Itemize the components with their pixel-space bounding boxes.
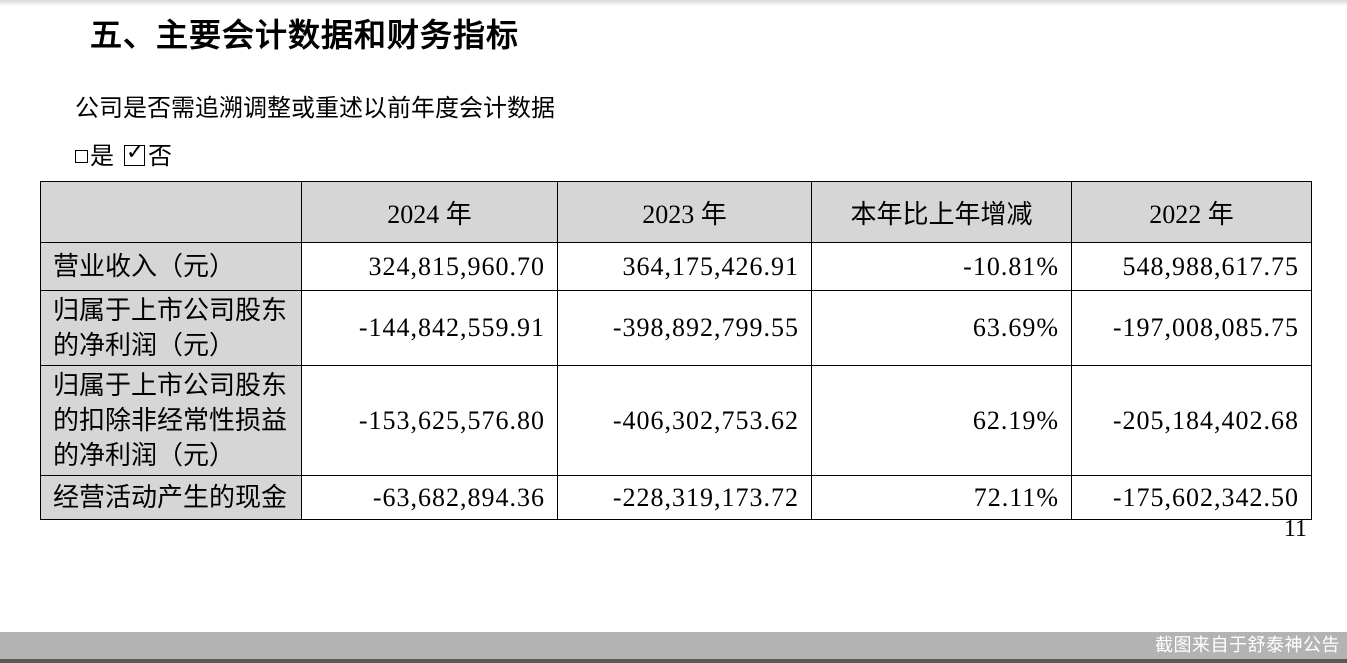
- checkbox-no-checked-icon: ✓: [124, 139, 145, 166]
- value-cell-2023: -228,319,173.72: [557, 475, 812, 520]
- value-cell-2022: -175,602,342.50: [1071, 475, 1312, 520]
- window-top-edge: [0, 0, 1347, 6]
- row-label-cell: 归属于上市公司股东的扣除非经常性损益的净利润（元）: [40, 365, 302, 476]
- value-cell-yoy: -10.81%: [811, 242, 1072, 291]
- value-cell-2023: -406,302,753.62: [557, 365, 812, 476]
- watermark-text: 截图来自于舒泰神公告: [1155, 635, 1340, 655]
- header-cell-2024: 2024 年: [301, 181, 558, 243]
- checkbox-no-label: 否: [148, 144, 172, 170]
- row-label-cell: 营业收入（元）: [40, 242, 302, 291]
- value-cell-2023: -398,892,799.55: [557, 290, 812, 366]
- page-number: 11: [1283, 516, 1307, 542]
- value-cell-2024: -144,842,559.91: [301, 290, 558, 366]
- value-cell-2022: -197,008,085.75: [1071, 290, 1312, 366]
- key-financials-table: 2024 年 2023 年 本年比上年增减 2022 年 营业收入（元） 324…: [40, 181, 1312, 520]
- checkbox-yes-unchecked-icon: [75, 149, 88, 163]
- table-row-operating-cash: 经营活动产生的现金 -63,682,894.36 -228,319,173.72…: [40, 475, 1312, 520]
- row-label-cell: 经营活动产生的现金: [40, 475, 302, 520]
- table-header-row: 2024 年 2023 年 本年比上年增减 2022 年: [40, 181, 1312, 243]
- header-cell-2023: 2023 年: [557, 181, 812, 243]
- checkmark-icon: ✓: [126, 139, 145, 165]
- value-cell-2022: -205,184,402.68: [1071, 365, 1312, 476]
- table-row-net-profit-excl-nonrecurring: 归属于上市公司股东的扣除非经常性损益的净利润（元） -153,625,576.8…: [40, 365, 1312, 476]
- value-cell-2024: -63,682,894.36: [301, 475, 558, 520]
- header-cell-yoy-change: 本年比上年增减: [811, 181, 1072, 243]
- value-cell-2022: 548,988,617.75: [1071, 242, 1312, 291]
- watermark-bar: 截图来自于舒泰神公告: [0, 632, 1347, 659]
- restatement-answer-line: 是 ✓ 否: [75, 136, 172, 171]
- section-title: 五、主要会计数据和财务指标: [90, 17, 520, 53]
- bottom-edge-strip: [0, 659, 1347, 663]
- value-cell-2024: 324,815,960.70: [301, 242, 558, 291]
- header-cell-2022: 2022 年: [1071, 181, 1312, 243]
- value-cell-yoy: 63.69%: [811, 290, 1072, 366]
- checkbox-yes-label: 是: [90, 144, 114, 170]
- row-label-cell: 归属于上市公司股东的净利润（元）: [40, 290, 302, 366]
- table-row-net-profit: 归属于上市公司股东的净利润（元） -144,842,559.91 -398,89…: [40, 290, 1312, 366]
- restatement-question: 公司是否需追溯调整或重述以前年度会计数据: [75, 96, 555, 122]
- header-cell-blank: [40, 181, 302, 243]
- value-cell-yoy: 62.19%: [811, 365, 1072, 476]
- table-row-revenue: 营业收入（元） 324,815,960.70 364,175,426.91 -1…: [40, 242, 1312, 291]
- value-cell-yoy: 72.11%: [811, 475, 1072, 520]
- value-cell-2023: 364,175,426.91: [557, 242, 812, 291]
- value-cell-2024: -153,625,576.80: [301, 365, 558, 476]
